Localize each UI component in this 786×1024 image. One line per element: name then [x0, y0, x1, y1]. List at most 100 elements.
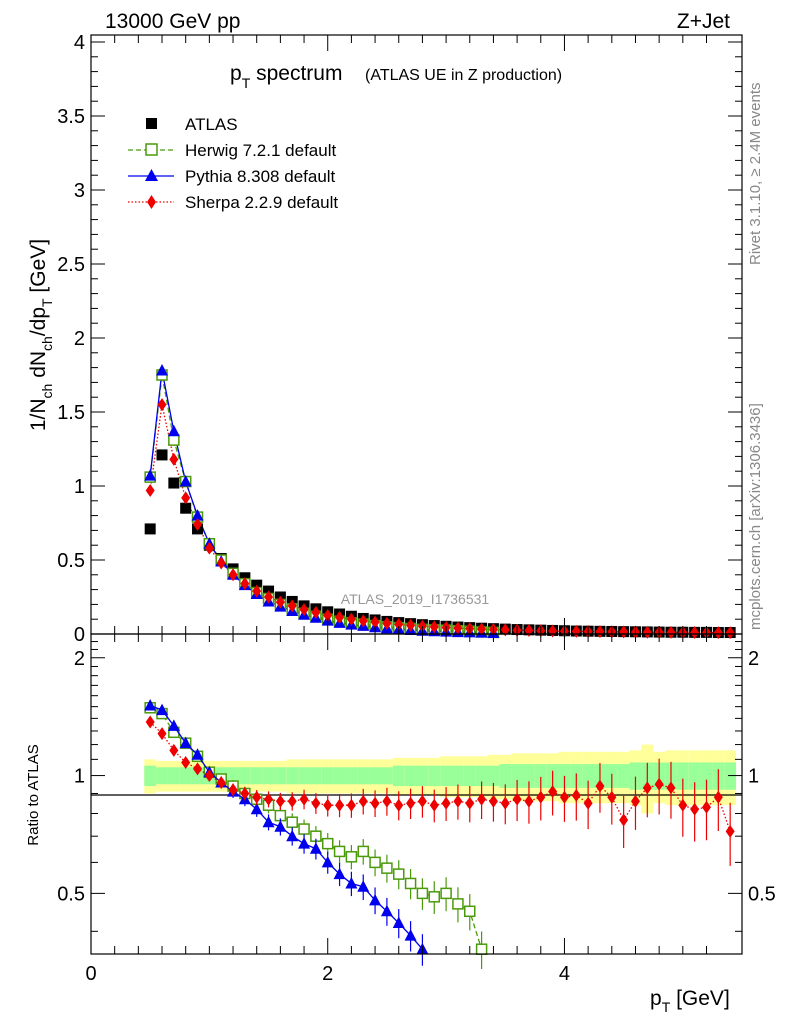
ratio-sherpa-point — [713, 790, 723, 804]
ratio-sherpa-point — [678, 798, 688, 812]
ratio-pythia-point — [167, 719, 180, 731]
legend-herwig-marker — [145, 143, 158, 156]
ratio-herwig-point — [381, 862, 393, 874]
ratio-herwig-point — [357, 845, 369, 858]
plot-title: pT spectrum (ATLAS UE in Z production) — [230, 62, 562, 91]
ratio-sherpa-point — [358, 794, 368, 808]
legend-pythia-marker — [145, 169, 158, 181]
sherpa-point — [193, 517, 203, 531]
sherpa-point — [311, 606, 321, 620]
ratio-pythia-point — [333, 867, 346, 880]
ratio-band-inner — [144, 765, 157, 787]
sherpa-point — [346, 612, 356, 626]
ratio-y-axis: 0.5 0.5 1 1 2 2 — [57, 641, 776, 932]
ratio-sherpa-point — [607, 790, 617, 804]
atlas-point — [168, 477, 180, 489]
main-y-tick-label: 0 — [74, 624, 85, 646]
herwig-point — [168, 434, 180, 446]
x-axis-label: pT [GeV] — [650, 987, 730, 1015]
ratio-sherpa-point — [169, 743, 179, 757]
sherpa-point — [323, 609, 333, 622]
atlas-point — [144, 523, 156, 535]
ratio-pythia-point — [369, 893, 382, 906]
ratio-sherpa-point — [571, 788, 581, 802]
ratio-sherpa-point — [524, 794, 534, 808]
ratio-pythia-point — [309, 842, 322, 854]
ratio-pythia-point — [345, 876, 358, 889]
ratio-band-inner — [440, 765, 453, 787]
ratio-ylabel: Ratio to ATLAS — [25, 744, 42, 845]
ratio-pythia-point — [156, 703, 169, 716]
ratio-band-inner — [191, 767, 204, 785]
sherpa-point — [264, 590, 274, 604]
ratio-sherpa-point — [642, 781, 652, 795]
ratio-sherpa-point — [252, 790, 262, 804]
ratio-pythia-point — [392, 916, 405, 929]
ratio-sherpa-point — [500, 796, 510, 810]
ratio-panel: 0.5 0.5 1 1 2 2 0 2 4 Ratio to ATLAS — [25, 633, 776, 985]
ratio-band-inner — [274, 767, 287, 785]
ratio-pythia-point — [179, 736, 192, 749]
main-y-axis: 0 0.5 1 1.5 2 2.5 3 3.5 4 — [57, 32, 742, 646]
ratio-pythia-point — [321, 855, 334, 868]
ratio-band-inner — [511, 764, 524, 788]
svg-text:pT spectrum: pT spectrum — [230, 62, 342, 91]
ratio-band-inner — [238, 767, 251, 785]
ratio-sherpa-point — [394, 798, 404, 812]
sherpa-point — [453, 621, 463, 635]
ratio-sherpa-point — [583, 796, 593, 810]
ratio-y-tick-label: 1 — [74, 766, 85, 788]
ratio-band-inner — [227, 767, 239, 785]
sherpa-point — [216, 556, 226, 570]
ratio-band-inner — [380, 767, 393, 785]
legend-sherpa-marker — [147, 195, 156, 209]
atlas-point — [180, 502, 192, 514]
ratio-line-herwig — [149, 707, 485, 954]
main-y-tick-label: 2.5 — [57, 254, 85, 276]
pythia-point — [156, 364, 169, 376]
ratio-band-inner — [156, 767, 168, 785]
pythia-point — [144, 469, 157, 481]
main-ylabel: 1/Nch dNch/dpT [GeV] — [27, 239, 55, 431]
main-x-ticks — [90, 35, 707, 634]
ratio-pythia-point — [298, 837, 311, 849]
ratio-band-inner — [629, 762, 642, 790]
sherpa-point — [666, 625, 676, 639]
ratio-y-tick-label-right: 0.5 — [748, 883, 776, 905]
legend: ATLAS Herwig 7.2.1 default Pythia 8.308 … — [128, 115, 338, 212]
sherpa-point — [477, 622, 487, 636]
header-right: Z+Jet — [677, 10, 730, 33]
ratio-y-tick-label: 2 — [74, 648, 85, 670]
pythia-point — [191, 509, 204, 521]
ratio-band-inner — [369, 767, 381, 785]
ratio-herwig-point — [333, 845, 346, 858]
sherpa-point — [204, 541, 214, 555]
ratio-band-inner — [179, 767, 192, 785]
ratio-marks — [144, 699, 735, 970]
ratio-band-inner — [700, 762, 713, 790]
ratio-y-tick-label-right: 1 — [748, 766, 759, 788]
pythia-point — [179, 475, 192, 487]
ratio-herwig-point — [369, 856, 381, 869]
ratio-herwig-point — [404, 877, 417, 890]
ratio-band-inner — [262, 767, 275, 785]
ratio-sherpa-point — [666, 781, 676, 795]
sherpa-point — [725, 626, 735, 640]
legend-sherpa: Sherpa 2.2.9 default — [128, 193, 338, 212]
ratio-sherpa-point — [181, 755, 191, 769]
title-small: (ATLAS UE in Z production) — [365, 67, 562, 84]
main-y-tick-label: 1 — [74, 476, 85, 498]
ratio-pythia-point — [191, 748, 204, 760]
ratio-band-inner — [499, 764, 512, 788]
ratio-sherpa-point — [204, 769, 214, 783]
ratio-frame — [90, 633, 743, 955]
mcplots-label: mcplots.cern.ch [arXiv:1306.3436] — [747, 403, 764, 630]
ratio-band-inner — [463, 765, 476, 787]
rivet-label: Rivet 3.1.10, ≥ 2.4M events — [747, 83, 764, 266]
ratio-sherpa-point — [264, 792, 274, 806]
legend-sherpa-label: Sherpa 2.2.9 default — [185, 193, 338, 212]
ratio-sherpa-point — [323, 798, 333, 812]
ratio-band-inner — [167, 767, 180, 785]
ratio-herwig-point — [298, 823, 310, 835]
sherpa-point — [335, 610, 345, 624]
